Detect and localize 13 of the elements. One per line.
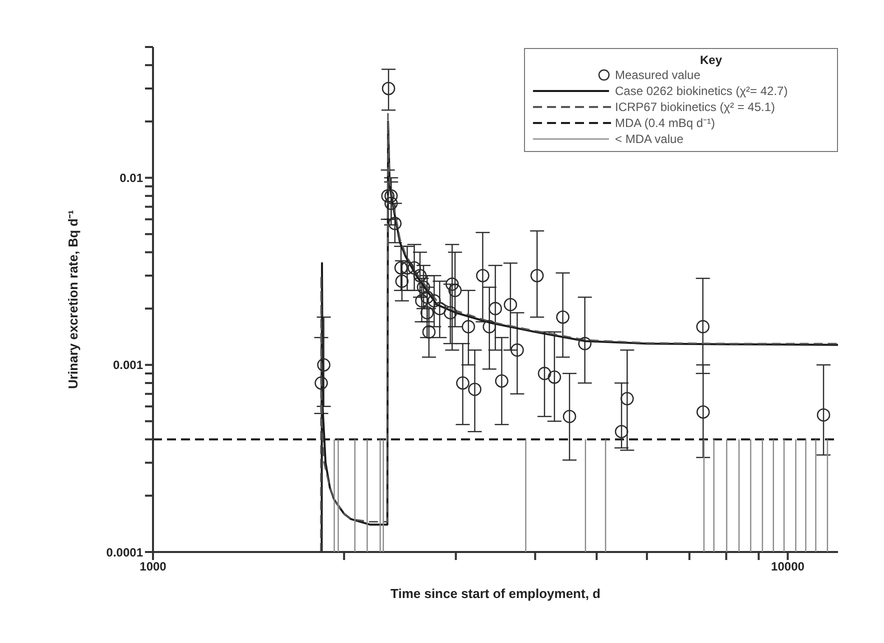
x-tick-label: 10000 <box>771 560 805 574</box>
y-tick-label: 0.001 <box>112 358 144 372</box>
legend-label: Measured value <box>615 67 700 83</box>
legend-label: ICRP67 biokinetics (χ² = 45.1) <box>615 99 776 115</box>
x-tick-label: 1000 <box>140 560 167 574</box>
y-axis-title: Urinary excretion rate, Bq d⁻¹ <box>66 210 81 389</box>
legend-label: Case 0262 biokinetics (χ²= 42.7) <box>615 83 788 99</box>
legend-title: Key <box>698 53 723 67</box>
legend-label: < MDA value <box>615 131 684 147</box>
y-tick-label: 0.01 <box>120 171 144 186</box>
y-tick-label: 0.0001 <box>106 545 144 560</box>
legend-label: MDA (0.4 mBq d⁻¹) <box>615 115 716 131</box>
x-axis-title: Time since start of employment, d <box>390 586 601 601</box>
